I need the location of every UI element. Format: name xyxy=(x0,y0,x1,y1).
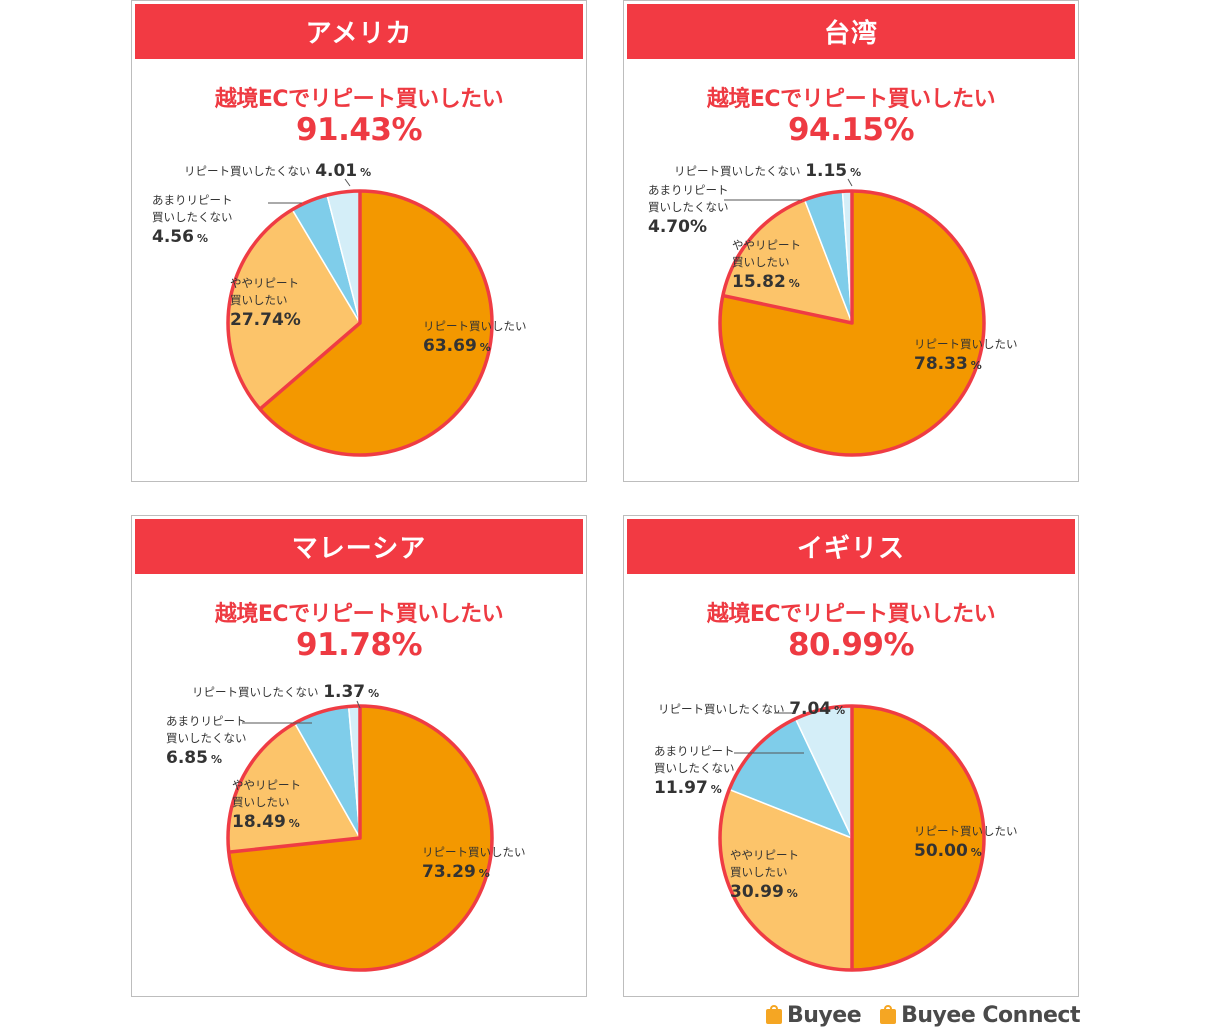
pie-outline-split xyxy=(228,706,362,854)
leader-line xyxy=(356,700,361,709)
leader-line xyxy=(344,178,351,187)
leader-line xyxy=(847,178,853,187)
label-text: あまりリピート xyxy=(654,744,735,758)
data-label-value: 1.15% xyxy=(805,161,861,181)
country-header: アメリカ xyxy=(135,4,583,59)
data-label-value: 4.56% xyxy=(152,227,208,247)
data-label-value: 63.69% xyxy=(423,336,491,356)
panel-malaysia: マレーシア 越境ECでリピート買いしたい 91.78% リピート買いしたい 73.… xyxy=(131,515,587,997)
pie-outline-split xyxy=(722,191,854,325)
label-text: 買いしたくない xyxy=(648,200,729,214)
headline-value: 94.15% xyxy=(787,112,915,148)
data-label-value: 18.49% xyxy=(232,812,300,832)
label-text: 買いしたい xyxy=(230,293,288,307)
data-label: リピート買いしたくない 1.37% xyxy=(192,682,379,702)
country-header: イギリス xyxy=(627,519,1075,574)
label-text: あまりリピート xyxy=(152,193,233,207)
headline-value: 91.78% xyxy=(295,627,423,663)
data-label-value: 30.99% xyxy=(730,882,798,902)
data-label: リピート買いしたくない 7.04% xyxy=(658,699,845,719)
pie-slices xyxy=(226,704,494,972)
data-label: リピート買いしたくない 4.01% xyxy=(184,161,371,181)
panel-usa: アメリカ 越境ECでリピート買いしたい 91.43% リピート買いしたい 63.6… xyxy=(131,0,587,482)
slice-repeat xyxy=(851,705,985,971)
label-text: 買いしたくない xyxy=(166,731,247,745)
pie-outline-split xyxy=(258,191,362,411)
buyee-logo: Buyee xyxy=(765,1002,862,1028)
label-text: ややリピート xyxy=(730,848,799,862)
data-label: リピート買いしたくない 1.15% xyxy=(674,161,861,181)
buyee-connect-logo: Buyee Connect xyxy=(879,1003,1080,1028)
label-text: リピート買いしたくない xyxy=(658,702,785,716)
label-text: リピート買いしたい xyxy=(423,319,527,333)
data-label-value: 4.70% xyxy=(648,217,707,237)
headline-value: 91.43% xyxy=(295,112,423,148)
label-text: 買いしたい xyxy=(732,255,790,269)
label-text: ややリピート xyxy=(232,778,301,792)
pie-slices xyxy=(718,189,986,457)
footer-logos: Buyee Buyee Connect xyxy=(765,1000,1095,1030)
label-text: リピート買いしたくない xyxy=(674,164,801,178)
headline-label: 越境ECでリピート買いしたい xyxy=(214,87,504,112)
label-text: 買いしたい xyxy=(232,795,290,809)
label-text: リピート買いしたい xyxy=(422,845,526,859)
pie-slices xyxy=(226,189,494,457)
label-text: あまりリピート xyxy=(648,183,729,197)
shopping-bag-icon xyxy=(879,1005,897,1025)
label-text: 買いしたい xyxy=(730,865,788,879)
data-label-value: 1.37% xyxy=(323,682,379,702)
label-text: リピート買いしたくない xyxy=(192,685,319,699)
buyee-logo-text: Buyee xyxy=(787,1002,862,1028)
data-label-value: 50.00% xyxy=(914,841,982,861)
data-label-value: 78.33% xyxy=(914,354,982,374)
data-label: リピート買いしたい 50.00% xyxy=(914,824,1018,861)
data-label-value: 15.82% xyxy=(732,272,800,292)
data-label: リピート買いしたい 73.29% xyxy=(422,845,526,882)
data-label: リピート買いしたい 63.69% xyxy=(423,319,527,356)
label-text: リピート買いしたい xyxy=(914,824,1018,838)
pie-slices xyxy=(718,704,986,972)
data-label-value: 6.85% xyxy=(166,748,222,768)
data-label-value: 7.04% xyxy=(789,699,845,719)
label-text: あまりリピート xyxy=(166,714,247,728)
data-label-value: 73.29% xyxy=(422,862,490,882)
data-label-value: 27.74% xyxy=(230,310,301,330)
label-text: ややリピート xyxy=(732,238,801,252)
data-label: リピート買いしたい 78.33% xyxy=(914,337,1018,374)
headline-label: 越境ECでリピート買いしたい xyxy=(706,602,996,627)
buyee-connect-logo-text: Buyee Connect xyxy=(901,1002,1080,1028)
label-text: リピート買いしたい xyxy=(914,337,1018,351)
headline-label: 越境ECでリピート買いしたい xyxy=(214,602,504,627)
label-text: 買いしたくない xyxy=(654,761,735,775)
data-label-value: 4.01% xyxy=(315,161,371,181)
label-text: リピート買いしたくない xyxy=(184,164,311,178)
panel-uk: イギリス 越境ECでリピート買いしたい 80.99% リピート買いしたい 50.0… xyxy=(623,515,1079,997)
headline-label: 越境ECでリピート買いしたい xyxy=(706,87,996,112)
panel-taiwan: 台湾 越境ECでリピート買いしたい 94.15% リピート買いしたい 78.33%… xyxy=(623,0,1079,482)
headline-value: 80.99% xyxy=(787,627,915,663)
country-header: 台湾 xyxy=(627,4,1075,59)
country-header: マレーシア xyxy=(135,519,583,574)
label-text: ややリピート xyxy=(230,276,299,290)
label-text: 買いしたくない xyxy=(152,210,233,224)
shopping-bag-icon xyxy=(765,1005,783,1025)
data-label-value: 11.97% xyxy=(654,778,722,798)
